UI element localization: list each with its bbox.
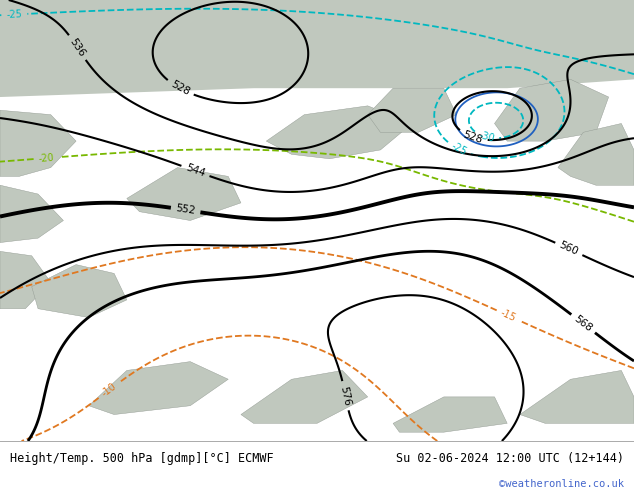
Polygon shape [32,265,127,318]
Polygon shape [0,251,51,309]
Text: -15: -15 [499,308,518,323]
Polygon shape [241,370,368,423]
Text: Su 02-06-2024 12:00 UTC (12+144): Su 02-06-2024 12:00 UTC (12+144) [396,452,624,465]
Text: -20: -20 [38,152,55,164]
Polygon shape [495,79,609,141]
Text: 528: 528 [462,129,484,145]
Text: Height/Temp. 500 hPa [gdmp][°C] ECMWF: Height/Temp. 500 hPa [gdmp][°C] ECMWF [10,452,273,465]
Text: -30: -30 [477,130,495,144]
Text: ©weatheronline.co.uk: ©weatheronline.co.uk [500,479,624,489]
Text: 552: 552 [175,203,197,217]
Text: 528: 528 [169,79,191,98]
Text: 568: 568 [573,314,594,334]
Polygon shape [0,185,63,243]
Polygon shape [368,88,456,132]
Polygon shape [558,123,634,185]
Text: 536: 536 [68,36,87,59]
Polygon shape [520,370,634,423]
Text: -25: -25 [450,141,469,157]
Text: -10: -10 [100,381,118,399]
Text: 544: 544 [184,163,207,179]
Polygon shape [0,110,76,176]
Text: -25: -25 [6,9,23,20]
Text: 560: 560 [558,240,580,258]
Polygon shape [393,397,507,432]
Text: 576: 576 [339,385,353,406]
Polygon shape [89,362,228,415]
Polygon shape [0,0,634,97]
Polygon shape [266,106,412,159]
Polygon shape [127,168,241,220]
